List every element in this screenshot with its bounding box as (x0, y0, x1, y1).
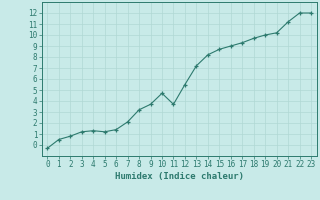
X-axis label: Humidex (Indice chaleur): Humidex (Indice chaleur) (115, 172, 244, 181)
